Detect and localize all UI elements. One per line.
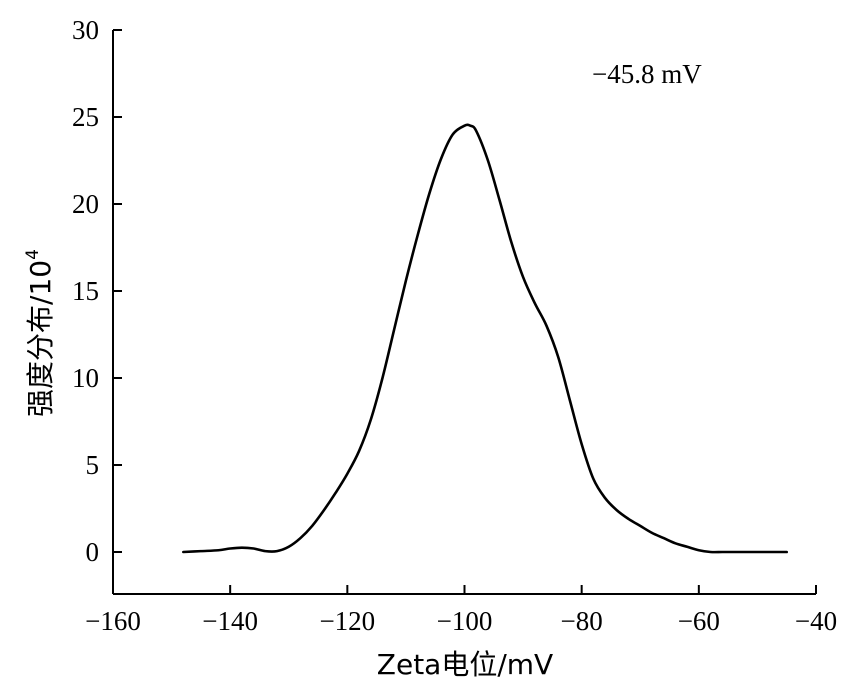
x-axis-title: Zeta电位/mV (377, 648, 553, 681)
y-axis-title: 强度分布/104 (23, 249, 57, 417)
x-tick-label: −60 (678, 606, 720, 636)
y-tick-label: 20 (72, 189, 99, 219)
x-tick-label: −160 (85, 606, 141, 636)
y-axis-title-exponent: 4 (23, 249, 43, 260)
y-tick-label: 10 (72, 363, 99, 393)
x-tick-label: −120 (319, 606, 375, 636)
y-axis-title-main: 强度分布/10 (24, 260, 57, 417)
y-tick-label: 30 (72, 15, 99, 45)
y-tick-label: 25 (72, 102, 99, 132)
y-tick-label: 15 (72, 276, 99, 306)
y-tick-label: 5 (86, 450, 100, 480)
x-tick-label: −40 (795, 606, 837, 636)
x-tick-label: −80 (561, 606, 603, 636)
axes: 0 5 10 15 20 25 30 −160 −140 −120 −100 −80 −60 −40 (72, 15, 837, 636)
intensity-curve (182, 123, 789, 554)
annotation-zeta-value: −45.8 mV (592, 59, 702, 89)
y-tick-label: 0 (86, 537, 100, 567)
x-tick-label: −140 (202, 606, 258, 636)
x-tick-label: −100 (437, 606, 493, 636)
plot-area (182, 123, 789, 554)
